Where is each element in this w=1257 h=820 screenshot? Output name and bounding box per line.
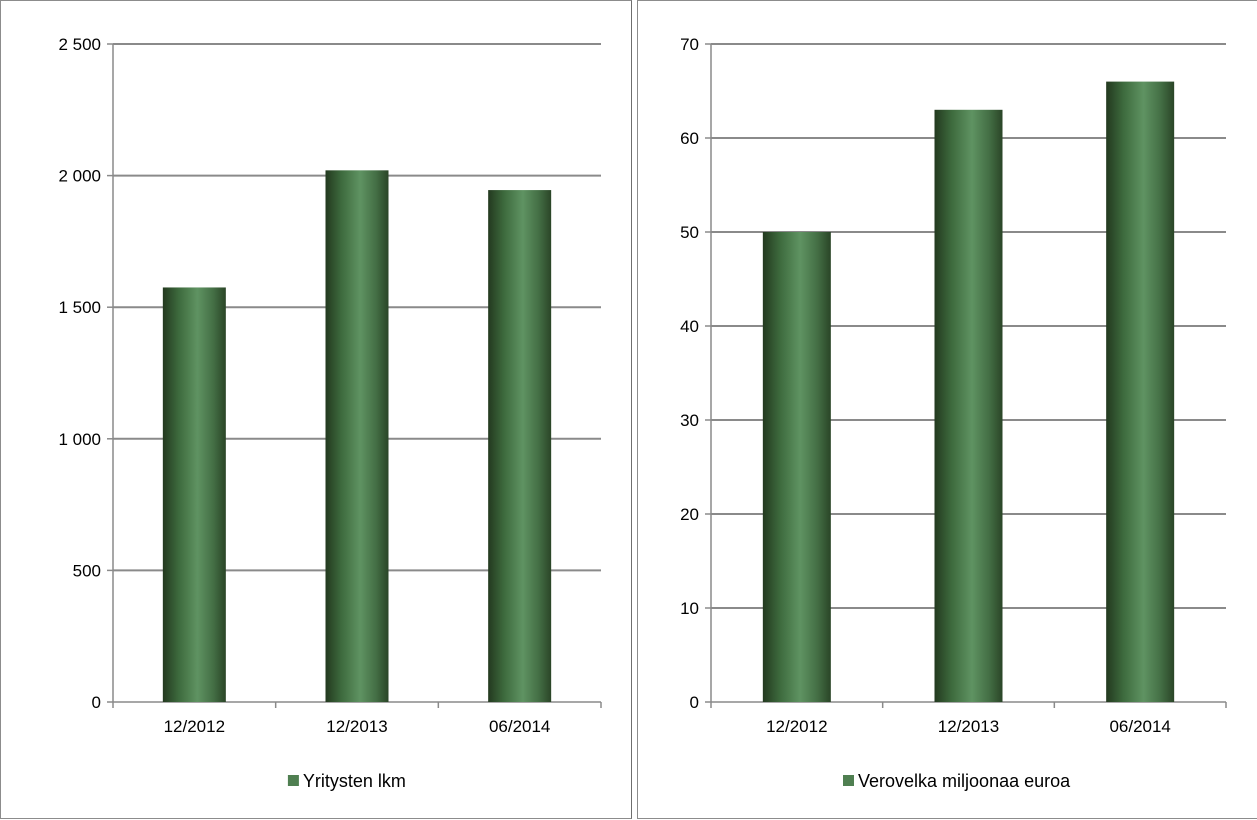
chart-panel-verovelka: 0 10 20 30 40 50 60 70 12/2012 12/2013 06/2014 Vero… bbox=[637, 0, 1257, 819]
bar-12-2012 bbox=[762, 232, 831, 702]
bar-chart-verovelka: 0 10 20 30 40 50 60 70 12/2012 12/2013 06/2014 Vero… bbox=[680, 35, 1227, 791]
y-tick-label: 2 000 bbox=[58, 167, 101, 186]
y-tick-label: 20 bbox=[680, 505, 699, 524]
y-tick-label: 70 bbox=[680, 35, 699, 54]
y-tick-label: 500 bbox=[73, 561, 101, 580]
x-tick-label: 06/2014 bbox=[489, 717, 550, 736]
bar-12-2013 bbox=[325, 170, 389, 702]
y-tick-label: 0 bbox=[92, 693, 101, 712]
y-tick-label: 60 bbox=[680, 129, 699, 148]
y-tick-label: 1 000 bbox=[58, 430, 101, 449]
bar-12-2012 bbox=[162, 287, 226, 702]
y-tick-label: 40 bbox=[680, 317, 699, 336]
y-tick-label: 0 bbox=[690, 693, 699, 712]
x-tick-label: 12/2012 bbox=[164, 717, 225, 736]
legend-swatch bbox=[843, 775, 854, 786]
y-tick-label: 2 500 bbox=[58, 35, 101, 54]
x-tick-label: 12/2013 bbox=[326, 717, 387, 736]
bar-12-2013 bbox=[934, 109, 1003, 703]
y-tick-label: 10 bbox=[680, 599, 699, 618]
legend-swatch bbox=[287, 775, 299, 786]
x-tick-label: 06/2014 bbox=[1109, 717, 1170, 736]
x-tick-label: 12/2012 bbox=[766, 717, 827, 736]
bar-chart-yritysten-lkm: 0 500 1 000 1 500 2 000 2 500 12/2012 12/2013 06… bbox=[58, 35, 602, 791]
y-tick-label: 50 bbox=[680, 223, 699, 242]
y-tick-label: 30 bbox=[680, 411, 699, 430]
y-tick-label: 1 500 bbox=[58, 298, 101, 317]
bar-06-2014 bbox=[1106, 81, 1175, 703]
x-tick-label: 12/2013 bbox=[938, 717, 999, 736]
bar-06-2014 bbox=[488, 190, 552, 703]
legend-label: Yritysten lkm bbox=[303, 771, 406, 791]
chart-panel-yritysten-lkm: 0 500 1 000 1 500 2 000 2 500 12/2012 12/2013 06… bbox=[0, 0, 632, 819]
legend-label: Verovelka miljoonaa euroa bbox=[858, 771, 1071, 791]
